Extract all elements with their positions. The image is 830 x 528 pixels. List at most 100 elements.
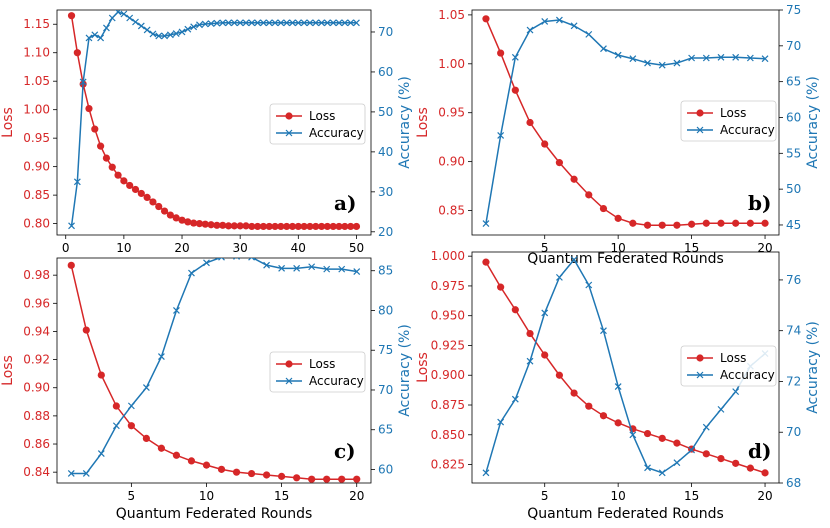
loss-point <box>97 142 105 150</box>
loss-point <box>190 219 198 227</box>
x-tick-label: 0 <box>62 241 70 255</box>
accuracy-point <box>91 31 99 39</box>
y-right-tick-label: 68 <box>786 476 801 490</box>
accuracy-point <box>614 51 622 59</box>
y-right-tick-label: 60 <box>378 462 393 476</box>
accuracy-point <box>308 263 316 271</box>
accuracy-point <box>230 19 238 27</box>
accuracy-point <box>644 464 651 472</box>
loss-point <box>219 221 227 229</box>
accuracy-point <box>67 470 75 477</box>
accuracy-point <box>688 54 696 62</box>
loss-point <box>306 222 314 231</box>
accuracy-point <box>600 327 607 335</box>
y-left-axis-label: Loss <box>0 355 16 386</box>
y-right-tick-label: 55 <box>786 146 801 160</box>
loss-point <box>482 258 490 266</box>
loss-point <box>746 219 754 227</box>
loss-point <box>555 371 563 379</box>
accuracy-point <box>335 19 343 27</box>
x-tick-label: 15 <box>274 489 289 503</box>
loss-point <box>702 219 710 227</box>
y-left-tick-label: 0.90 <box>23 160 50 174</box>
loss-point <box>599 204 608 213</box>
loss-point <box>213 221 221 229</box>
y-left-tick-label: 0.825 <box>431 458 465 472</box>
loss-point <box>317 222 326 231</box>
loss-point <box>702 450 710 458</box>
accuracy-point <box>526 26 534 34</box>
loss-point <box>541 351 549 359</box>
accuracy-point <box>312 19 320 27</box>
loss-point <box>329 222 337 231</box>
accuracy-point <box>114 10 122 16</box>
y-left-tick-label: 0.900 <box>431 368 465 382</box>
x-tick-label: 10 <box>199 489 214 503</box>
loss-point <box>338 475 346 483</box>
accuracy-point <box>673 59 681 67</box>
accuracy-point <box>97 34 105 42</box>
chart-panel-4: 5 10 15 20 0.825 0.850 0.875 0.900 0.925 0.950 0.9… <box>415 249 821 522</box>
loss-point <box>85 104 93 113</box>
loss-point <box>599 412 608 420</box>
accuracy-point <box>526 357 534 365</box>
y-right-tick-label: 30 <box>378 185 393 199</box>
loss-point <box>142 434 150 442</box>
y-left-tick-label: 0.90 <box>438 155 465 169</box>
y-right-tick-label: 75 <box>786 3 801 17</box>
y-right-tick-label: 65 <box>378 423 393 437</box>
legend-loss-marker <box>696 109 704 117</box>
accuracy-point <box>300 19 308 27</box>
loss-point <box>526 118 534 127</box>
legend-accuracy-label: Accuracy <box>309 374 364 388</box>
legend-accuracy-label: Accuracy <box>720 368 775 382</box>
legend: Loss Accuracy <box>269 103 366 145</box>
accuracy-point <box>271 19 279 27</box>
accuracy-point <box>172 30 180 38</box>
accuracy-point <box>155 32 163 40</box>
accuracy-point <box>68 222 75 230</box>
accuracy-point <box>79 78 87 86</box>
accuracy-point <box>112 422 120 430</box>
legend-loss-marker <box>285 360 293 368</box>
accuracy-point <box>644 59 651 67</box>
y-left-tick-label: 0.80 <box>23 217 50 231</box>
y-right-tick-label: 70 <box>378 25 393 39</box>
accuracy-line <box>485 19 766 224</box>
loss-point <box>155 202 163 211</box>
accuracy-point <box>294 19 302 27</box>
loss-point <box>732 219 740 227</box>
loss-point <box>166 211 174 219</box>
accuracy-point <box>248 19 256 27</box>
accuracy-point <box>329 19 337 27</box>
loss-point <box>97 371 105 379</box>
accuracy-point <box>196 21 203 29</box>
y-left-tick-label: 1.00 <box>438 57 465 71</box>
loss-point <box>73 49 81 57</box>
accuracy-point <box>236 19 244 27</box>
legend-box <box>269 351 366 393</box>
loss-point <box>217 465 226 473</box>
y-right-tick-label: 72 <box>786 374 801 388</box>
accuracy-point <box>184 25 192 33</box>
legend: Loss Accuracy <box>269 351 366 393</box>
y-left-tick-label: 1.05 <box>438 8 465 22</box>
accuracy-point <box>85 34 93 42</box>
loss-point <box>347 222 355 231</box>
accuracy-point <box>218 258 225 261</box>
y-right-tick-label: 74 <box>786 324 801 338</box>
accuracy-point <box>732 388 740 396</box>
loss-point <box>283 222 291 231</box>
loss-point <box>202 461 211 469</box>
y-right-tick-label: 70 <box>786 39 801 53</box>
y-left-tick-label: 0.950 <box>431 309 465 323</box>
accuracy-point <box>511 395 519 403</box>
loss-point <box>224 222 233 230</box>
y-right-tick-label: 76 <box>786 273 801 287</box>
loss-point <box>614 419 622 427</box>
legend-accuracy-marker <box>285 377 293 385</box>
loss-point <box>236 222 244 230</box>
accuracy-point <box>97 450 105 458</box>
loss-point <box>67 12 76 20</box>
y-left-axis-label: Loss <box>415 107 431 138</box>
